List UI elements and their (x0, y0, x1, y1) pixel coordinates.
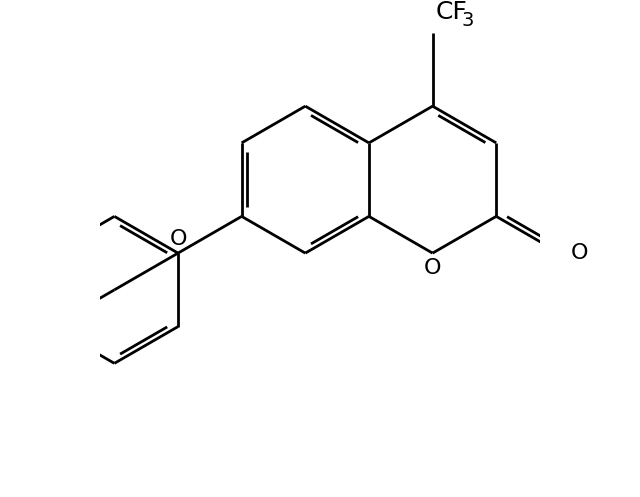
Text: O: O (571, 243, 588, 263)
Text: CF: CF (435, 0, 467, 24)
Text: O: O (424, 257, 442, 277)
Text: O: O (170, 229, 187, 248)
Text: 3: 3 (462, 11, 474, 30)
